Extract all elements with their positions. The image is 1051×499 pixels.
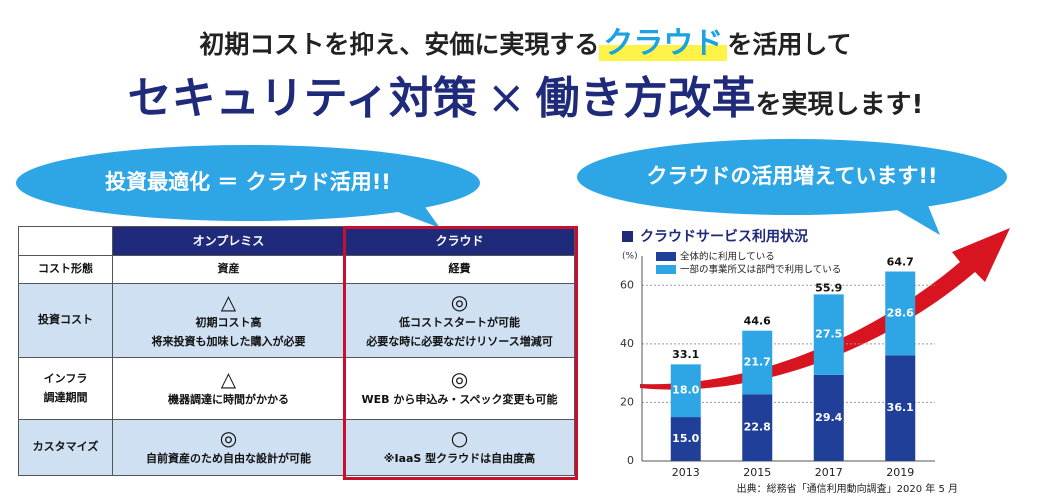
text: 投資コスト: [38, 313, 93, 327]
y-tick-label: 40: [620, 337, 634, 350]
text: コスト形態: [38, 262, 93, 276]
text: ※IaaS 型クラウドは自由度高: [383, 452, 536, 466]
table-row: インフラ 調達期間 △ 機器調達に時間がかかる ◎ WEB から申込み・スペック変更も可能: [18, 357, 575, 420]
bar-segment: [813, 374, 844, 461]
row-label: インフラ 調達期間: [18, 357, 113, 420]
chart: クラウドサービス利用状況(%) 全体的に利用している一部の事業所又は部門で利用して…: [620, 228, 1010, 495]
text: 経費: [448, 262, 471, 276]
column-header: オンプレミス: [112, 226, 345, 256]
text: 将来投資も加味した購入が必要: [151, 334, 306, 348]
headline-1: 初期コストを抑え、安価に実現する クラウド を活用して: [0, 18, 1051, 62]
text: ×: [486, 70, 526, 124]
table-cell: 経費: [344, 255, 575, 284]
table-row: 投資コスト △ 初期コスト高 将来投資も加味した購入が必要 ◎ 低コストスタートが可能 必要…: [18, 283, 575, 358]
text: セキュリティ対策: [127, 73, 477, 124]
table-cell: ◎ WEB から申込み・スペック変更も可能: [344, 357, 575, 420]
data-label: 28.6: [887, 306, 914, 319]
table-cell: △ 初期コスト高将来投資も加味した購入が必要: [112, 283, 345, 358]
x-tick-label: 2019: [886, 466, 914, 479]
total-label: 33.1: [672, 348, 699, 361]
table-cell: △ 機器調達に時間がかかる: [112, 357, 345, 420]
data-label: 18.0: [672, 384, 699, 397]
y-tick-label: 60: [620, 278, 634, 291]
x-tick-label: 2013: [672, 466, 700, 479]
text: カスタマイズ: [32, 440, 99, 454]
total-label: 64.7: [887, 256, 914, 269]
text: を実現します!: [755, 90, 924, 120]
x-tick-label: 2015: [743, 466, 771, 479]
text: 自前資産のため自由な設計が可能: [146, 452, 311, 466]
table-row: カスタマイズ ◎ 自前資産のため自由な設計が可能 ○ ※IaaS 型クラウドは自由度高: [18, 419, 575, 476]
table-cell: ○ ※IaaS 型クラウドは自由度高: [344, 419, 575, 476]
table-cell: 資産: [112, 255, 345, 284]
text: WEB から申込み・スペック変更も可能: [361, 393, 558, 407]
table-cell: ◎ 低コストスタートが可能必要な時に必要なだけリソース増減可: [344, 283, 575, 358]
headline-2: セキュリティ対策 × 働き方改革を実現します!: [0, 62, 1051, 126]
text: インフラ: [43, 371, 88, 385]
table-row: コスト形態 資産 経費: [18, 255, 575, 284]
title-marker: [622, 231, 633, 242]
total-label: 55.9: [815, 281, 842, 294]
row-label: 投資コスト: [18, 283, 113, 358]
header-row: オンプレミス クラウド: [18, 226, 575, 256]
table-cell: ◎ 自前資産のため自由な設計が可能: [112, 419, 345, 476]
bubble-text: 投資最適化 ＝ クラウド活用!!: [105, 170, 391, 194]
data-label: 22.8: [744, 421, 771, 434]
x-tick-label: 2017: [815, 466, 843, 479]
bar-segment: [742, 330, 773, 395]
row-label: カスタマイズ: [18, 419, 113, 476]
bubble-left: [16, 145, 480, 228]
text: を活用して: [727, 30, 852, 59]
text: 低コストスタートが可能: [399, 315, 520, 329]
legend-label: 一部の事業所又は部門で利用している: [680, 264, 841, 276]
text: 初期コストを抑え、安価に実現する: [199, 30, 600, 59]
symbol: △: [220, 367, 237, 392]
symbol: ◎: [450, 367, 469, 392]
text: 働き方改革: [535, 73, 756, 124]
text: 資産: [217, 262, 240, 276]
data-label: 21.7: [744, 355, 771, 368]
y-axis-label: (%): [622, 252, 638, 262]
bubble-right: [577, 139, 1007, 235]
data-label: 36.1: [887, 401, 914, 414]
legend-swatch: [656, 252, 676, 261]
symbol: ◎: [219, 426, 238, 451]
total-label: 44.6: [744, 314, 771, 327]
row-label: コスト形態: [18, 255, 113, 284]
comparison-table: オンプレミス クラウド コスト形態 資産 経費 投資コスト △ 初期コスト高 将来投資も加味した…: [18, 226, 575, 476]
data-label: 27.5: [815, 328, 842, 341]
symbol: ○: [450, 426, 469, 451]
bar-segment: [742, 394, 773, 461]
y-tick-label: 20: [620, 395, 634, 408]
text: 初期コスト高: [195, 315, 262, 329]
symbol: △: [220, 289, 237, 314]
data-label: 15.0: [672, 432, 699, 445]
bar-segment: [885, 271, 916, 356]
text: 機器調達に時間がかかる: [168, 393, 289, 407]
text: クラウド: [599, 26, 728, 61]
bar-segment: [885, 355, 916, 461]
data-label: 29.4: [815, 411, 842, 424]
bar-segment: [813, 294, 844, 375]
chart-title: クラウドサービス利用状況: [640, 228, 808, 245]
legend-label: 全体的に利用している: [680, 251, 775, 263]
bar-segment: [670, 417, 701, 461]
legend-swatch: [656, 265, 676, 274]
column-header: クラウド: [344, 226, 575, 256]
text: 調達期間: [43, 390, 88, 404]
bar-segment: [670, 364, 701, 418]
text: 必要な時に必要なだけリソース増減可: [366, 334, 553, 348]
corner-cell: [18, 226, 113, 256]
bubble-text: クラウドの活用増えています!!: [646, 164, 937, 188]
symbol: ◎: [450, 289, 469, 314]
source-note: 出典：総務省「通信利用動向調査」2020 年 5 月: [737, 482, 958, 495]
y-tick-label: 0: [627, 454, 634, 467]
